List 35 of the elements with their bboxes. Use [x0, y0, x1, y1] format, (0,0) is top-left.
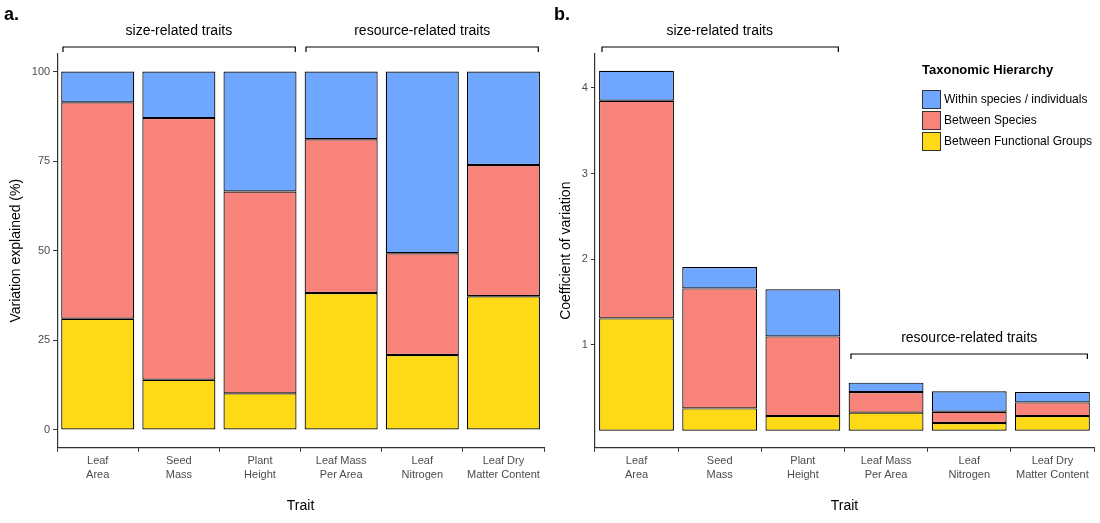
- text: resource-related traits: [354, 21, 491, 38]
- y-axis-title: Coefficient of variation: [557, 181, 574, 320]
- legend-title: Taxonomic Hierarchy: [922, 61, 1055, 77]
- legend-label: Within species / individuals: [944, 92, 1088, 107]
- annotation: resource-related traits: [901, 329, 1038, 346]
- text: size-related traits: [125, 21, 233, 38]
- x-axis-title: Trait: [286, 497, 315, 514]
- x-tick-label: Seed Mass: [165, 454, 193, 480]
- y-tick-label: 100: [31, 64, 51, 77]
- x-tick-label: Plant Height: [786, 454, 819, 480]
- x-tick-label: Seed Mass: [706, 454, 734, 480]
- y-axis-title: Variation explained (%): [7, 178, 24, 323]
- x-tick-label: Leaf Nitrogen: [948, 454, 991, 480]
- y-tick-label: 50: [37, 243, 51, 256]
- x-tick-label: Leaf Area: [624, 454, 649, 480]
- y-tick-label: 25: [37, 333, 51, 346]
- x-tick-label: Leaf Dry Matter Content: [467, 454, 540, 480]
- y-tick-label: 2: [581, 252, 588, 265]
- x-tick-label: Plant Height: [244, 454, 276, 480]
- x-tick-label: Leaf Mass Per Area: [860, 454, 912, 480]
- x-tick-label: Leaf Area: [86, 454, 111, 480]
- y-tick-label: 75: [37, 154, 51, 167]
- x-tick-label: Leaf Mass Per Area: [315, 454, 368, 480]
- x-tick-label: Leaf Nitrogen: [401, 454, 444, 480]
- chart-title: a.: [4, 3, 20, 24]
- x-tick-label: Leaf Dry Matter Content: [1016, 454, 1089, 480]
- x-axis-title: Trait: [830, 497, 859, 514]
- chart-title: b.: [554, 3, 570, 24]
- text: size-related traits: [666, 21, 773, 38]
- legend-label: Between Functional Groups: [944, 134, 1093, 149]
- legend-label: Between Species: [944, 113, 1037, 128]
- y-tick-label: 0: [44, 422, 51, 435]
- y-tick-label: 1: [581, 338, 588, 350]
- y-tick-label: 3: [581, 166, 588, 179]
- y-tick-label: 4: [581, 80, 588, 93]
